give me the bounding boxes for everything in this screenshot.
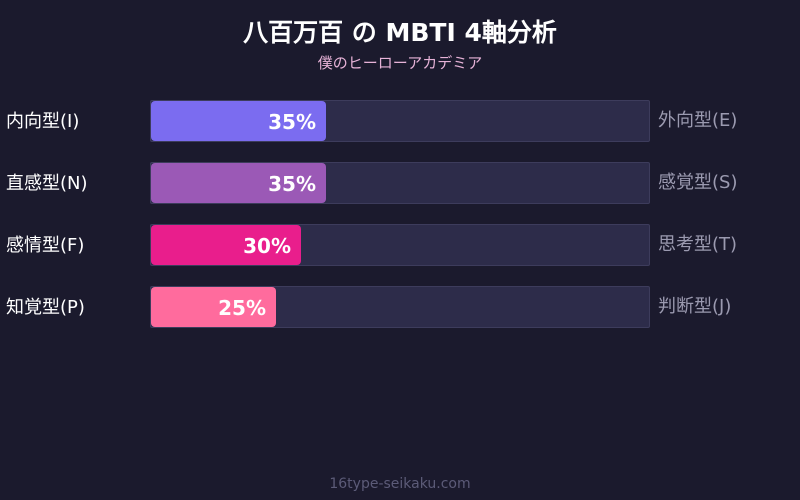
bar-row: 知覚型(P) 25% 判断型(J) bbox=[0, 286, 800, 330]
bar-left-label: 内向型(I) bbox=[6, 111, 80, 132]
bar-track: 35% bbox=[150, 100, 650, 142]
bar-track: 30% bbox=[150, 224, 650, 266]
bar-left-label: 直感型(N) bbox=[6, 173, 88, 194]
bar-value-label: 35% bbox=[268, 172, 316, 196]
chart-subtitle: 僕のヒーローアカデミア bbox=[317, 54, 483, 72]
bar-value-label: 35% bbox=[268, 110, 316, 134]
bar-row: 内向型(I) 35% 外向型(E) bbox=[0, 100, 800, 144]
bar-value-label: 30% bbox=[243, 234, 291, 258]
bar-left-label: 感情型(F) bbox=[6, 235, 85, 256]
bar-track: 25% bbox=[150, 286, 650, 328]
bar-fill bbox=[151, 225, 301, 265]
bar-row: 感情型(F) 30% 思考型(T) bbox=[0, 224, 800, 268]
bar-value-label: 25% bbox=[218, 296, 266, 320]
bar-fill bbox=[151, 287, 276, 327]
bar-fill bbox=[151, 101, 326, 141]
bar-track: 35% bbox=[150, 162, 650, 204]
footer-site: 16type-seikaku.com bbox=[329, 476, 471, 492]
bar-left-label: 知覚型(P) bbox=[6, 297, 85, 318]
bar-right-label: 思考型(T) bbox=[658, 234, 738, 255]
bar-fill bbox=[151, 163, 326, 203]
bar-right-label: 判断型(J) bbox=[658, 296, 732, 317]
bar-right-label: 感覚型(S) bbox=[658, 172, 738, 193]
bar-row: 直感型(N) 35% 感覚型(S) bbox=[0, 162, 800, 206]
bar-right-label: 外向型(E) bbox=[658, 110, 738, 131]
chart-title: 八百万百 の MBTI 4軸分析 bbox=[243, 18, 557, 47]
